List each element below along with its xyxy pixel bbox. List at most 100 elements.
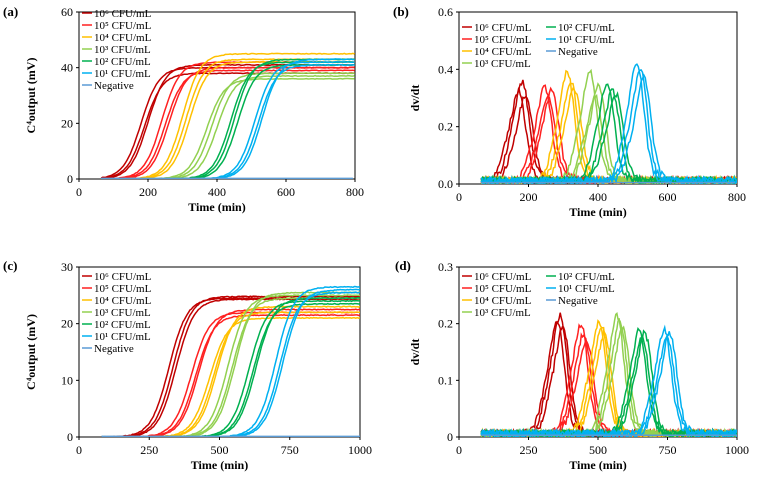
legend-entry: 10¹ CFU/mL [94,68,151,80]
x-tick-label: 800 [346,185,364,199]
series-line [100,63,355,179]
legend-entry: 10⁶ CFU/mL [94,8,152,20]
y-tick-label: 0.2 [438,120,453,134]
y-tick-label: 0.1 [438,373,453,387]
series-line [480,325,737,437]
legend-entry: 10⁵ CFU/mL [94,283,152,295]
series-line [101,61,355,179]
x-tick-label: 1000 [725,443,749,457]
x-tick-label: 200 [520,190,538,204]
legend-entry: 10² CFU/mL [94,319,151,331]
panel-label: (a) [3,4,18,19]
x-tick-label: 0 [76,185,82,199]
curves-group [100,52,355,179]
panel-label: (c) [3,258,17,273]
series-line [101,66,355,179]
legend-entry: 10² CFU/mL [94,56,151,68]
y-axis-label: C⁴output (mV) [24,314,38,390]
curves-group [480,63,737,184]
panel-label: (d) [395,258,411,273]
legend-entry: Negative [94,343,134,355]
legend-entry: Negative [94,80,134,92]
curves-group [480,311,737,437]
series-line [480,323,737,437]
series-line [101,63,355,179]
x-tick-label: 500 [589,443,607,457]
legend-entry: 10² CFU/mL [558,22,615,34]
y-tick-label: 0.4 [438,62,453,76]
legend-entry: 10³ CFU/mL [94,307,151,319]
series-line [480,331,737,437]
x-tick-label: 750 [281,443,299,457]
legend-entry: 10³ CFU/mL [474,307,531,319]
legend-entry: 10⁶ CFU/mL [94,271,152,283]
panel-c: (c) 0 10 20 30 0 250 500 750 1000 Time (min) C⁴outp… [3,258,372,472]
panel-d: (d) 0 0.1 0.2 0.3 0 250 500 750 1000 Time (min) dv/… [395,258,749,472]
x-axis-label: Time (min) [569,205,626,219]
legend-entry: 10⁶ CFU/mL [474,271,532,283]
x-tick-label: 500 [211,443,229,457]
legend-entry: 10¹ CFU/mL [94,331,151,343]
y-axis-label: dv/dt [408,339,422,366]
y-tick-label: 20 [61,317,73,331]
x-tick-label: 200 [139,185,157,199]
y-tick-label: 0 [67,172,73,186]
legend-entry: 10⁴ CFU/mL [94,32,152,44]
x-tick-label: 750 [659,443,677,457]
legend-entry: 10⁴ CFU/mL [474,46,532,58]
legend-entry: Negative [558,46,598,58]
x-tick-label: 600 [659,190,677,204]
series-line [481,73,737,184]
x-axis-label: Time (min) [191,458,248,472]
panel-b: (b) 0.0 0.2 0.4 0.6 0 200 400 600 800 Time (min) dv… [393,4,746,219]
series-line [480,326,737,437]
legend-entry: 10¹ CFU/mL [558,283,615,295]
legend-entry: Negative [558,295,598,307]
series-line [101,72,355,179]
legend-entry: 10² CFU/mL [558,271,615,283]
y-axis-label: dv/dt [408,85,422,112]
series-line [101,63,355,179]
x-tick-label: 250 [140,443,158,457]
legend-entry: 10¹ CFU/mL [558,34,615,46]
legend-entry: 10⁴ CFU/mL [94,295,152,307]
legend-entry: 10³ CFU/mL [474,58,531,70]
series-line [480,328,737,437]
series-line [480,329,737,437]
x-tick-label: 0 [456,443,462,457]
y-tick-label: 10 [61,373,73,387]
series-line [101,302,360,437]
series-line [100,58,355,179]
y-tick-label: 0.0 [438,177,453,191]
x-tick-label: 400 [208,185,226,199]
x-tick-label: 250 [520,443,538,457]
x-tick-label: 600 [277,185,295,199]
x-tick-label: 1000 [348,443,372,457]
legend-entry: 10⁴ CFU/mL [474,295,532,307]
series-line [480,324,737,437]
legend-entry: 10³ CFU/mL [94,44,151,56]
y-tick-label: 60 [61,5,73,19]
y-tick-label: 0 [67,430,73,444]
x-tick-label: 800 [728,190,746,204]
legend-entry: 10⁵ CFU/mL [474,283,532,295]
legend-entry: 10⁵ CFU/mL [474,34,532,46]
x-tick-label: 400 [589,190,607,204]
legend-entry: 10⁵ CFU/mL [94,20,152,32]
series-line [480,326,737,437]
y-axis-label: C⁴output (mV) [24,58,38,134]
y-tick-label: 0.3 [438,260,453,274]
x-tick-label: 0 [76,443,82,457]
series-line [101,298,360,437]
series-line [101,299,360,437]
legend-entry: 10⁶ CFU/mL [474,22,532,34]
y-tick-label: 40 [61,61,73,75]
y-tick-label: 0.6 [438,5,453,19]
x-tick-label: 0 [456,190,462,204]
